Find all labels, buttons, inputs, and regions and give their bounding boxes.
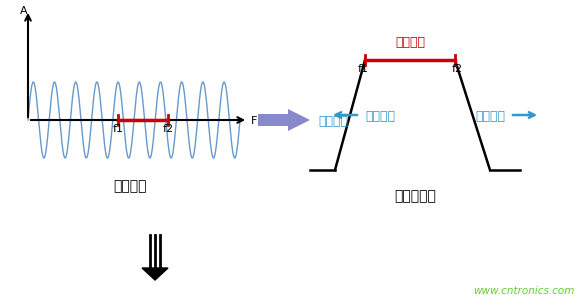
Text: 滤波器响应: 滤波器响应 <box>394 189 436 203</box>
Text: f2: f2 <box>451 64 462 74</box>
Text: 原始信号: 原始信号 <box>113 179 147 193</box>
Text: f1: f1 <box>113 124 124 134</box>
Polygon shape <box>142 268 168 280</box>
Text: 抑制频段: 抑制频段 <box>475 110 505 122</box>
Polygon shape <box>258 109 310 131</box>
Text: A: A <box>20 6 27 16</box>
Text: f1: f1 <box>357 64 368 74</box>
Text: 抑制频段: 抑制频段 <box>318 114 348 128</box>
Text: 工作频段: 工作频段 <box>395 36 425 49</box>
Text: f2: f2 <box>163 124 174 134</box>
Text: www.cntronics.com: www.cntronics.com <box>473 286 575 296</box>
Text: 抑制频段: 抑制频段 <box>365 110 395 122</box>
Text: F: F <box>251 116 257 126</box>
